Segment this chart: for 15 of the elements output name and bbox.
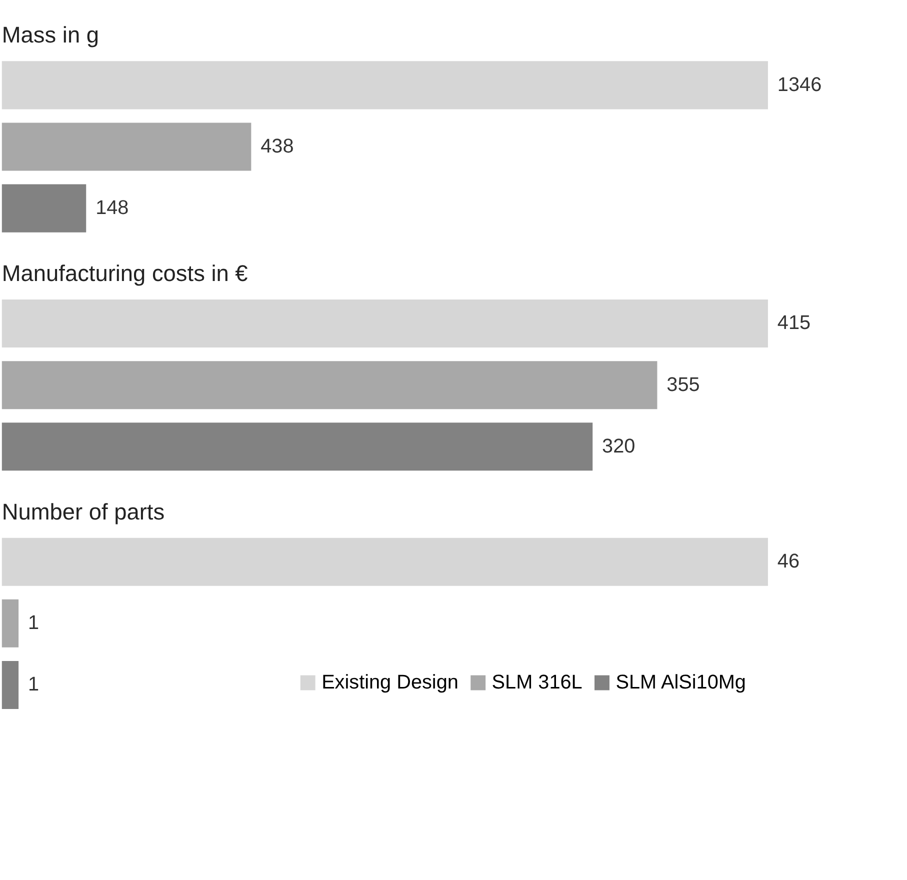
legend-label: Existing Design (322, 671, 458, 694)
legend-label: SLM AlSi10Mg (616, 671, 746, 694)
chart-title: Number of parts (2, 498, 165, 524)
data-label: 1346 (777, 74, 822, 96)
data-label: 1 (28, 612, 40, 634)
data-label: 148 (96, 196, 129, 219)
chart-title: Manufacturing costs in € (2, 260, 248, 286)
data-label: 320 (602, 435, 636, 458)
chart-title: Mass in g (2, 22, 99, 48)
data-label: 1 (28, 674, 40, 696)
data-label: 46 (777, 550, 800, 573)
data-label: 415 (777, 312, 811, 334)
data-label: 438 (260, 135, 294, 158)
data-label: 355 (666, 374, 700, 396)
legend-label: SLM 316L (492, 671, 582, 694)
